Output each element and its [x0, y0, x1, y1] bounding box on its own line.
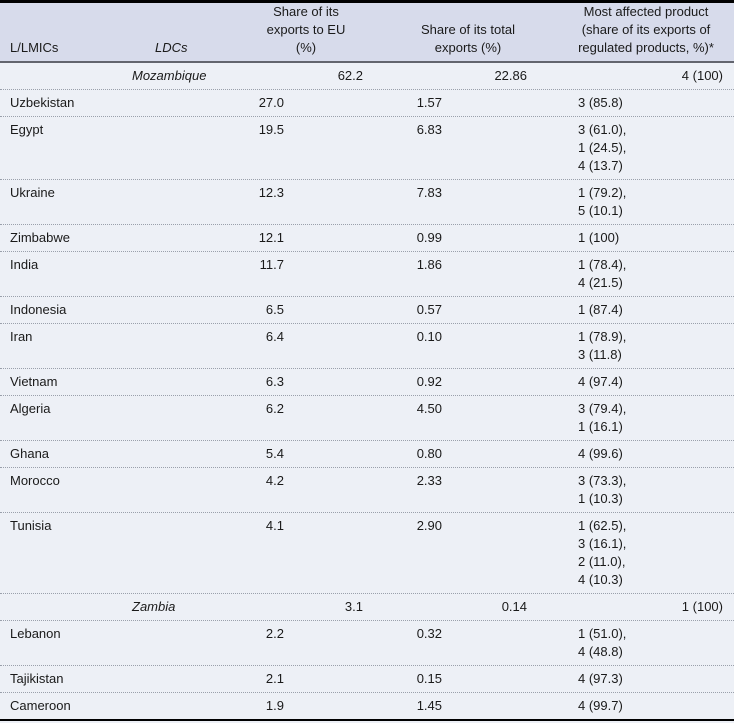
eu-share-cell: 62.2: [337, 68, 363, 83]
table-row: Lebanon 2.2 0.32 1 (51.0), 4 (48.8): [0, 621, 734, 666]
total-share-cell: 0.32: [416, 626, 442, 641]
header-eu-share: Share of its exports to EU (%): [266, 4, 346, 55]
most-affected-cell: 4 (97.4): [578, 374, 623, 389]
total-share-cell: 0.10: [416, 329, 442, 344]
table-row: Zambia 3.1 0.14 1 (100): [0, 594, 734, 621]
country-cell: Cameroon: [10, 698, 71, 713]
most-affected-cell: 1 (51.0), 4 (48.8): [578, 626, 627, 659]
total-share-cell: 2.90: [416, 518, 442, 533]
table-header-row: L/LMICs LDCs Share of its exports to EU …: [0, 3, 734, 63]
total-share-cell: 0.92: [416, 374, 442, 389]
eu-share-cell: 3.1: [344, 599, 363, 614]
country-cell: Zimbabwe: [10, 230, 70, 245]
eu-share-cell: 1.9: [265, 698, 284, 713]
most-affected-cell: 1 (78.4), 4 (21.5): [578, 257, 627, 290]
eu-share-cell: 6.5: [265, 302, 284, 317]
table-body: Mozambique 62.2 22.86 4 (100) Uzbekistan…: [0, 63, 734, 719]
country-cell: Uzbekistan: [10, 95, 75, 110]
country-cell: Ukraine: [10, 185, 55, 200]
table-row: Morocco 4.2 2.33 3 (73.3), 1 (10.3): [0, 468, 734, 513]
total-share-cell: 0.80: [416, 446, 442, 461]
total-share-cell: 1.57: [416, 95, 442, 110]
table-row: Uzbekistan 27.0 1.57 3 (85.8): [0, 90, 734, 117]
total-share-cell: 6.83: [416, 122, 442, 137]
total-share-cell: 4.50: [416, 401, 442, 416]
total-share-cell: 0.57: [416, 302, 442, 317]
eu-share-cell: 2.1: [265, 671, 284, 686]
table-row: Ukraine 12.3 7.83 1 (79.2), 5 (10.1): [0, 180, 734, 225]
most-affected-cell: 4 (100): [681, 68, 723, 83]
country-cell: Morocco: [10, 473, 60, 488]
most-affected-cell: 3 (73.3), 1 (10.3): [578, 473, 627, 506]
country-cell: Iran: [10, 329, 33, 344]
country-cell: Indonesia: [10, 302, 67, 317]
most-affected-cell: 4 (99.7): [578, 698, 623, 713]
country-cell: Tunisia: [10, 518, 52, 533]
total-share-cell: 2.33: [416, 473, 442, 488]
country-cell: India: [10, 257, 39, 272]
most-affected-cell: 1 (78.9), 3 (11.8): [578, 329, 627, 362]
eu-share-cell: 5.4: [265, 446, 284, 461]
total-share-cell: 22.86: [494, 68, 527, 83]
header-llmics: L/LMICs: [10, 40, 59, 55]
country-cell: Ghana: [10, 446, 50, 461]
most-affected-cell: 3 (61.0), 1 (24.5), 4 (13.7): [578, 122, 627, 173]
table-row: Vietnam 6.3 0.92 4 (97.4): [0, 369, 734, 396]
eu-share-cell: 4.1: [265, 518, 284, 533]
table-row: Tajikistan 2.1 0.15 4 (97.3): [0, 666, 734, 693]
table-row: India 11.7 1.86 1 (78.4), 4 (21.5): [0, 252, 734, 297]
ldc-country-cell: Zambia: [132, 599, 176, 614]
eu-share-cell: 6.2: [265, 401, 284, 416]
total-share-cell: 0.99: [416, 230, 442, 245]
table-row: Tunisia 4.1 2.90 1 (62.5), 3 (16.1), 2 (…: [0, 513, 734, 594]
country-cell: Vietnam: [10, 374, 58, 389]
eu-share-cell: 12.1: [258, 230, 284, 245]
eu-share-cell: 19.5: [258, 122, 284, 137]
total-share-cell: 1.45: [416, 698, 442, 713]
total-share-cell: 1.86: [416, 257, 442, 272]
eu-share-cell: 6.4: [265, 329, 284, 344]
country-cell: Algeria: [10, 401, 51, 416]
header-total-share: Share of its total exports (%): [421, 22, 515, 55]
most-affected-cell: 3 (85.8): [578, 95, 623, 110]
eu-share-cell: 11.7: [259, 257, 284, 272]
table-row: Egypt 19.5 6.83 3 (61.0), 1 (24.5), 4 (1…: [0, 117, 734, 180]
table-row: Zimbabwe 12.1 0.99 1 (100): [0, 225, 734, 252]
country-cell: Lebanon: [10, 626, 61, 641]
ldc-country-cell: Mozambique: [132, 68, 207, 83]
eu-share-cell: 6.3: [265, 374, 284, 389]
most-affected-cell: 1 (100): [578, 230, 620, 245]
country-cell: Tajikistan: [10, 671, 64, 686]
table-row: Mozambique 62.2 22.86 4 (100): [0, 63, 734, 90]
most-affected-cell: 1 (87.4): [578, 302, 623, 317]
table-row: Ghana 5.4 0.80 4 (99.6): [0, 441, 734, 468]
header-ldcs: LDCs: [155, 40, 188, 55]
total-share-cell: 0.15: [416, 671, 442, 686]
eu-share-cell: 4.2: [265, 473, 284, 488]
most-affected-cell: 1 (62.5), 3 (16.1), 2 (11.0), 4 (10.3): [578, 518, 627, 587]
eu-share-cell: 12.3: [258, 185, 284, 200]
total-share-cell: 7.83: [416, 185, 442, 200]
header-most-affected: Most affected product (share of its expo…: [578, 4, 714, 55]
table-row: Iran 6.4 0.10 1 (78.9), 3 (11.8): [0, 324, 734, 369]
table-row: Cameroon 1.9 1.45 4 (99.7): [0, 693, 734, 719]
eu-share-cell: 27.0: [258, 95, 284, 110]
most-affected-cell: 1 (100): [681, 599, 723, 614]
country-cell: Egypt: [10, 122, 44, 137]
eu-share-cell: 2.2: [265, 626, 284, 641]
most-affected-cell: 4 (97.3): [578, 671, 623, 686]
most-affected-cell: 3 (79.4), 1 (16.1): [578, 401, 627, 434]
most-affected-cell: 1 (79.2), 5 (10.1): [578, 185, 627, 218]
total-share-cell: 0.14: [501, 599, 527, 614]
table-row: Algeria 6.2 4.50 3 (79.4), 1 (16.1): [0, 396, 734, 441]
table-row: Indonesia 6.5 0.57 1 (87.4): [0, 297, 734, 324]
most-affected-cell: 4 (99.6): [578, 446, 623, 461]
